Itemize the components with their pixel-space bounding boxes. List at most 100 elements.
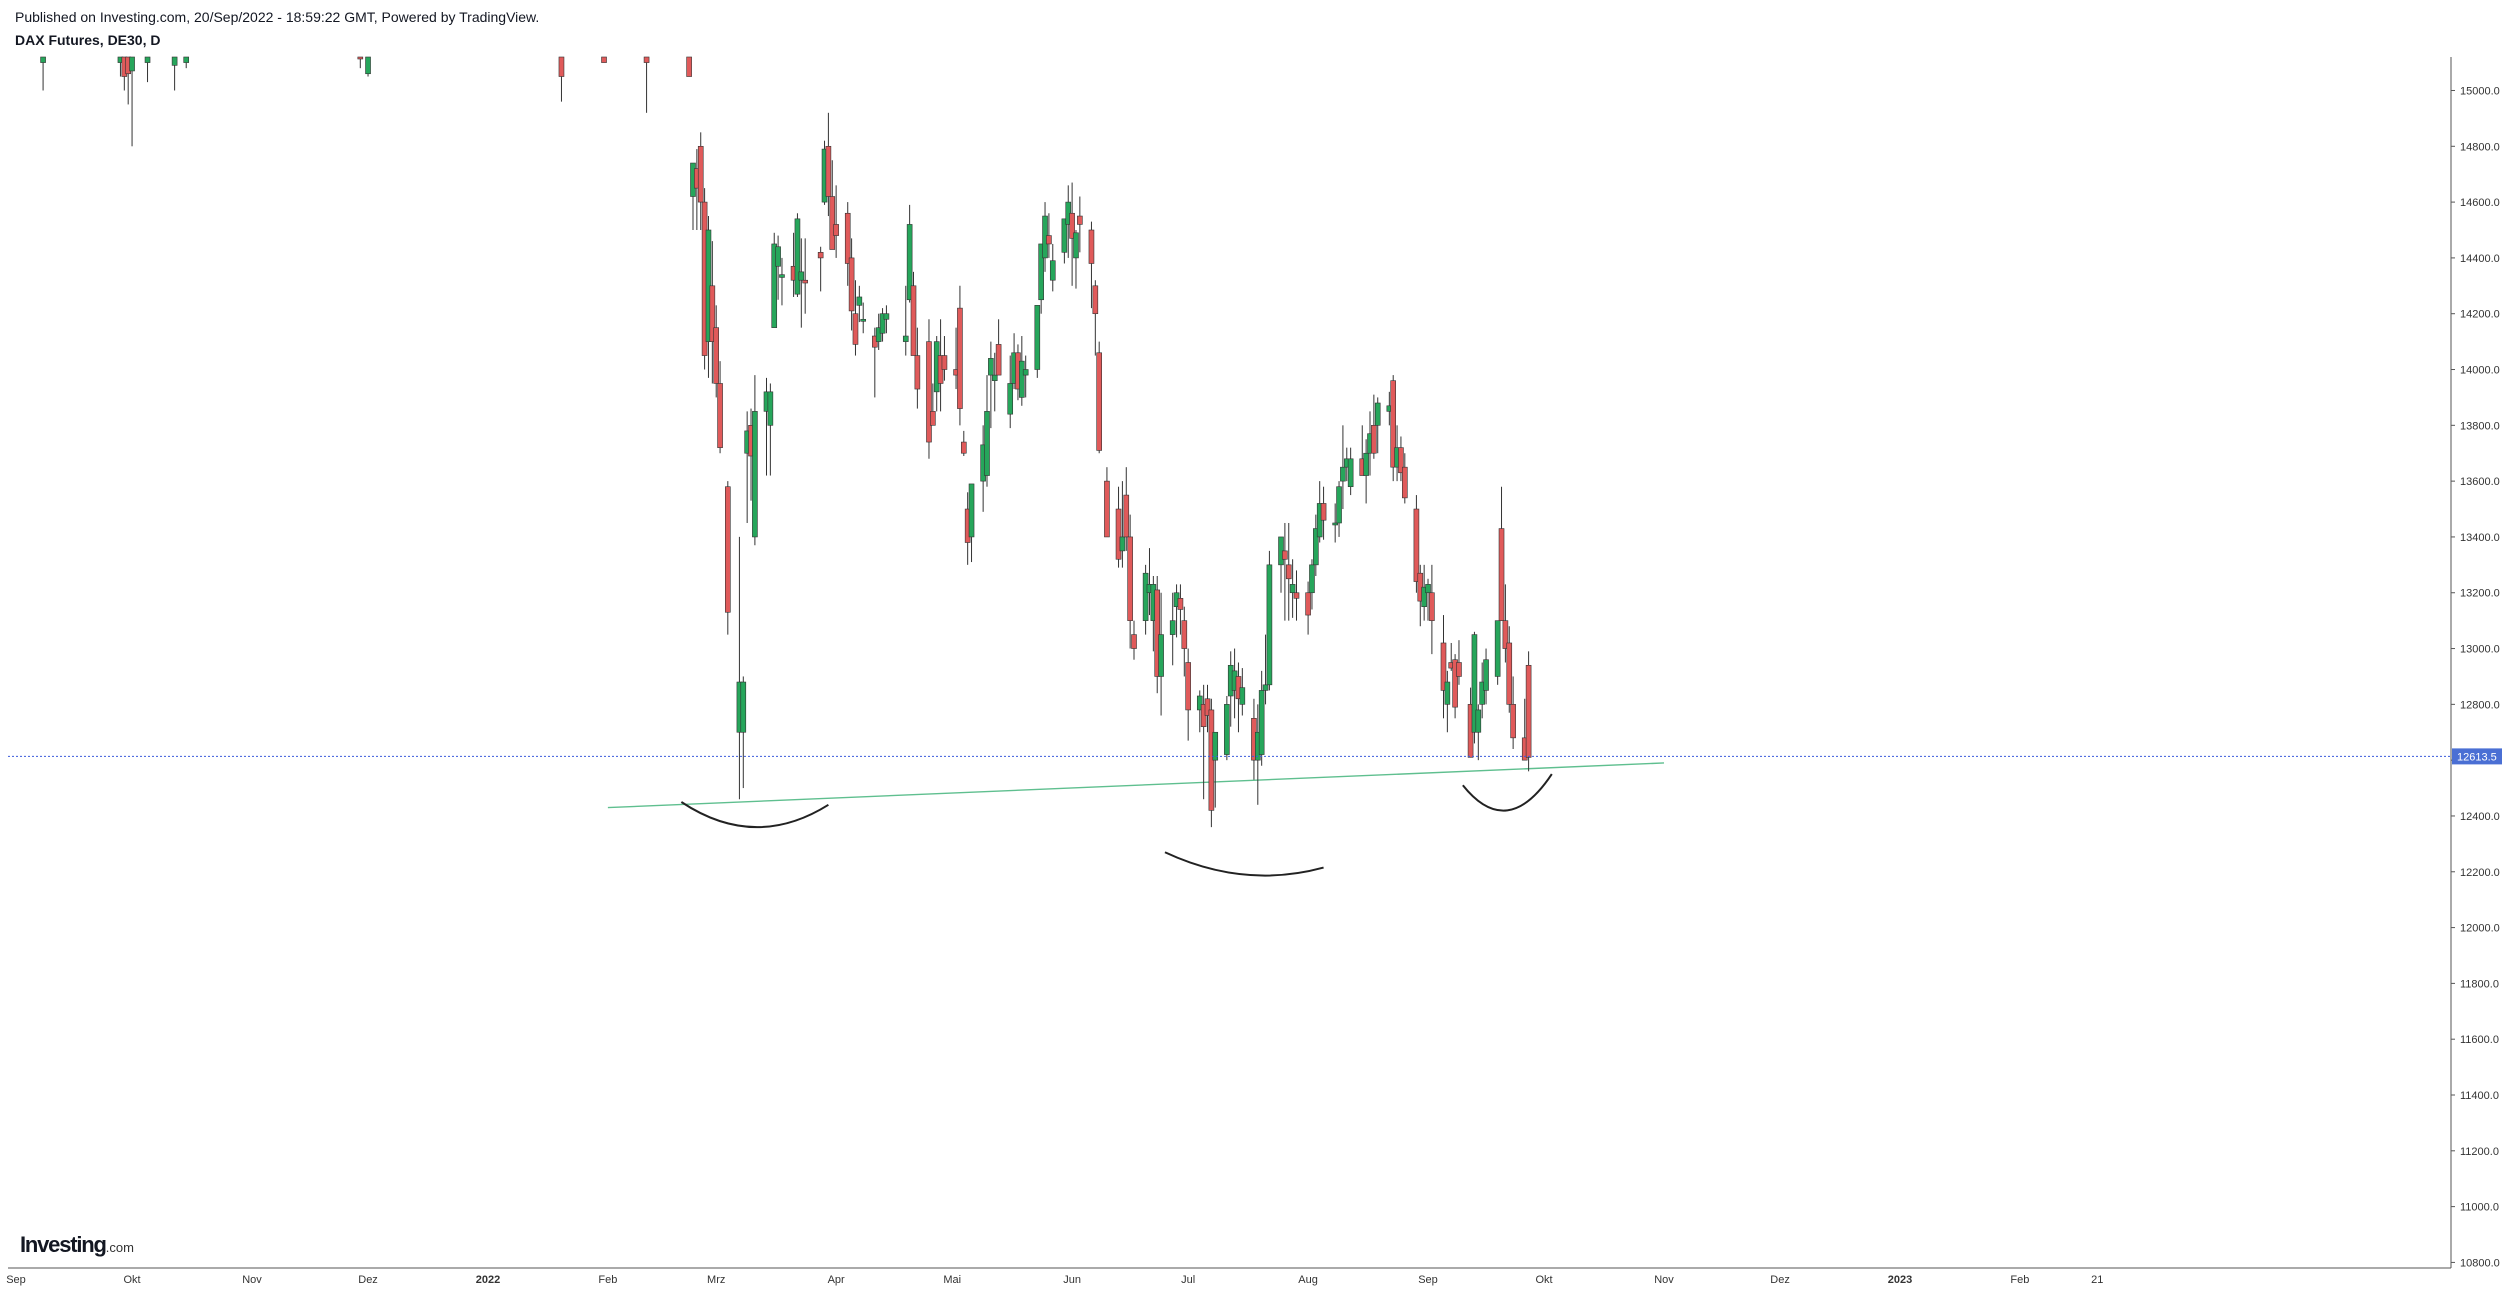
candle — [995, 319, 1002, 376]
candle — [1475, 704, 1482, 761]
y-tick-label: 12000.0 — [2460, 923, 2500, 935]
x-tick-label: Jun — [1063, 1274, 1081, 1286]
candle-body — [129, 56, 135, 72]
candle — [713, 305, 720, 398]
neckline-trendline — [607, 762, 1665, 809]
candle — [1061, 218, 1068, 264]
candle-body — [1374, 402, 1381, 426]
candle-body — [848, 257, 855, 312]
candle-body — [697, 145, 704, 203]
candle — [1049, 243, 1056, 292]
candle — [1127, 514, 1133, 649]
candle-body — [40, 56, 46, 63]
candle-body — [1169, 620, 1176, 635]
candle — [1088, 221, 1095, 309]
candle — [686, 56, 692, 77]
candle — [736, 536, 743, 800]
candle — [1456, 640, 1462, 685]
annotation-layer — [607, 762, 1665, 877]
candle — [1104, 467, 1110, 538]
candle — [910, 271, 917, 356]
candle — [930, 383, 936, 426]
candle — [1502, 584, 1509, 663]
candle — [1119, 481, 1126, 568]
y-tick-label: 11400.0 — [2460, 1090, 2499, 1102]
candle-body — [558, 56, 565, 77]
candle-body — [365, 56, 371, 75]
y-tick-label: 14400.0 — [2460, 253, 2500, 265]
candle — [914, 327, 921, 409]
candle-body — [1456, 662, 1462, 677]
y-tick-label: 11600.0 — [2460, 1034, 2499, 1046]
candle — [825, 112, 832, 217]
candle-body — [1038, 243, 1044, 301]
candles-layer — [40, 56, 1532, 828]
candle-body — [1425, 584, 1431, 594]
investing-logo[interactable]: Investing.com — [20, 1232, 134, 1258]
candle — [1069, 182, 1075, 286]
x-tick-label: Jul — [1181, 1274, 1195, 1286]
candle-body — [1069, 212, 1075, 239]
candle — [1169, 592, 1176, 666]
candle — [1374, 397, 1381, 454]
y-tick-label: 13600.0 — [2460, 476, 2500, 488]
y-tick-label: 11000.0 — [2460, 1202, 2499, 1214]
candle — [1019, 336, 1025, 406]
candle — [1483, 648, 1489, 705]
candle — [875, 313, 882, 350]
y-tick-label: 12400.0 — [2460, 811, 2500, 823]
candle-body — [1022, 369, 1029, 376]
candle-body — [1007, 383, 1014, 415]
candle — [817, 246, 824, 292]
candle-body — [144, 56, 151, 63]
x-tick-label: 21 — [2091, 1274, 2103, 1286]
candle — [775, 235, 781, 300]
x-tick-label: Dez — [358, 1274, 378, 1286]
annotation-arc — [680, 801, 829, 829]
candle-body — [601, 56, 607, 63]
candle — [1181, 606, 1188, 677]
candle — [991, 352, 998, 412]
candle-body — [1185, 662, 1191, 711]
candle-body — [879, 313, 886, 334]
candle-body — [1502, 620, 1509, 649]
candle — [1208, 698, 1215, 828]
candle — [926, 319, 932, 459]
candle — [1340, 425, 1346, 510]
candle — [798, 238, 805, 328]
candle — [1224, 695, 1230, 761]
candle-body — [968, 483, 975, 538]
candle-body — [1289, 584, 1296, 594]
x-tick-label: Sep — [6, 1274, 26, 1286]
candle — [802, 238, 808, 314]
candle-body — [1131, 634, 1137, 649]
candle-body — [1313, 528, 1319, 566]
candle-body — [1127, 536, 1133, 621]
candle — [984, 375, 990, 487]
candle-body — [1285, 564, 1292, 580]
current-price: 12613.5 — [8, 748, 2502, 765]
candle — [1444, 670, 1451, 733]
candle — [1332, 503, 1338, 543]
candle — [1479, 662, 1485, 719]
candle-body — [709, 285, 716, 342]
candle — [1336, 481, 1342, 537]
y-axis[interactable]: 10800.0 11000.0 11200.0 11400.0 11600.0 11800… — [2451, 85, 2500, 1269]
x-tick-label: Okt — [1536, 1274, 1553, 1286]
candle-body — [717, 383, 723, 448]
candle — [1506, 626, 1513, 713]
candle-body — [686, 56, 692, 77]
candle — [1371, 394, 1377, 459]
candle-body — [1204, 698, 1211, 716]
candle — [1452, 654, 1458, 719]
candle-body — [1104, 480, 1110, 538]
x-tick-label: Sep — [1418, 1274, 1438, 1286]
candle — [697, 132, 704, 230]
candle-body — [875, 327, 882, 342]
candle — [1177, 584, 1184, 635]
candle — [725, 481, 731, 635]
x-axis[interactable]: Sep Okt Nov Dez 2022 Feb Mrz Apr Mai Jun Jul Aug Sep… — [6, 1274, 2103, 1286]
candle-body — [1421, 586, 1427, 607]
candle-body — [1073, 232, 1079, 259]
